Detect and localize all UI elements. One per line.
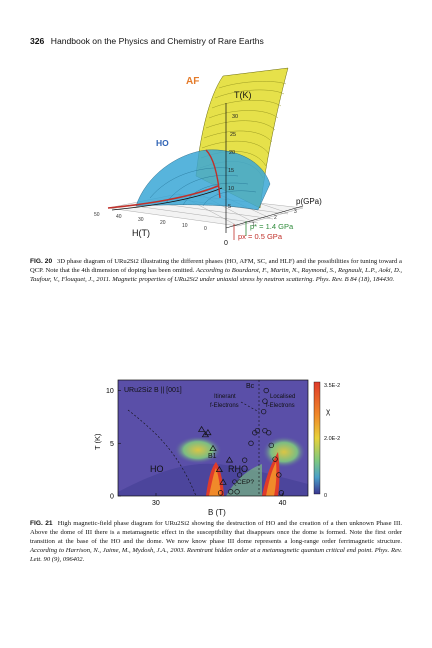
circle-marker xyxy=(272,456,278,462)
h-axis-label: H(T) xyxy=(132,228,150,238)
book-title: Handbook on the Physics and Chemistry of… xyxy=(50,36,264,46)
axes: 30 40 0 5 10 xyxy=(106,388,287,507)
qcep-label: QCEP? xyxy=(232,479,254,486)
circle-marker xyxy=(261,408,267,415)
compound-label: URu2Si2 B || [001] xyxy=(124,387,182,394)
localised-label: f-Electrons xyxy=(266,403,295,409)
itinerant-label: Itinerant xyxy=(214,394,236,400)
b1-label: B1 xyxy=(208,453,217,460)
t-tick: 25 xyxy=(230,132,236,138)
chi-label: χ xyxy=(326,407,331,416)
circle-marker xyxy=(248,440,254,446)
page-number: 326 xyxy=(30,36,45,46)
triangle-marker xyxy=(201,431,210,438)
af-label: AF xyxy=(186,76,199,87)
triangle-marker xyxy=(219,478,227,485)
circle-marker xyxy=(268,442,274,449)
t-tick: 10 xyxy=(228,186,234,192)
pressure-markers: p* = 1.4 GPa px = 0.5 GPa xyxy=(233,221,294,241)
y-tick-label: 0 xyxy=(110,494,114,501)
caption-reference: According to Harrison, N., Jaime, M., My… xyxy=(30,546,402,563)
circle-marker xyxy=(236,472,243,478)
origin-label: 0 xyxy=(224,240,228,247)
localised-label: Localised xyxy=(270,394,295,400)
h-tick: 40 xyxy=(116,214,122,220)
circle-marker xyxy=(266,430,272,436)
t-tick: 15 xyxy=(228,168,234,174)
y-tick-label: 5 xyxy=(110,441,114,448)
caption-text: 3D phase diagram of URu2Si2 illustrating… xyxy=(30,258,402,274)
pstar-label: p* = 1.4 GPa xyxy=(250,222,294,231)
circle-marker xyxy=(242,457,248,463)
rho-region-label: RHO xyxy=(228,464,248,474)
circle-marker xyxy=(262,398,268,404)
y-tick-label: 10 xyxy=(106,388,114,395)
circle-marker xyxy=(228,489,234,495)
x-tick-label: 40 xyxy=(279,500,287,507)
caption-text: High magnetic-field phase diagram for UR… xyxy=(30,520,402,545)
p-tick: 3 xyxy=(294,209,297,215)
colorbar-tick: 0 xyxy=(324,493,327,499)
ho-phase-dome xyxy=(135,149,271,211)
figure-20-3d-phase-diagram: 30 25 20 15 10 5 T(K) 50 40 30 20 10 0 H… xyxy=(94,67,322,247)
figure-21-caption: FIG. 21 High magnetic-field phase diagra… xyxy=(30,520,402,565)
h-axis: 50 40 30 20 10 0 H(T) xyxy=(94,212,207,238)
circle-marker xyxy=(278,490,285,496)
running-header: 326 Handbook on the Physics and Chemistr… xyxy=(30,36,264,46)
colorbar-tick: 3.5E-2 xyxy=(324,383,340,389)
t-tick: 20 xyxy=(229,150,235,156)
y-axis-label: T (K) xyxy=(93,433,102,450)
x-axis-label: B (T) xyxy=(208,508,226,517)
triangle-marker xyxy=(215,465,223,472)
p-axis: 1 2 3 p(GPa) 0 xyxy=(224,197,322,247)
h-tick: 0 xyxy=(204,226,207,232)
caption-reference: According to Bourdarot, F., Martin, N., … xyxy=(30,266,403,283)
t-axis-label: T(K) xyxy=(234,90,252,100)
triangle-marker xyxy=(197,425,206,432)
triangle-marker xyxy=(225,456,234,463)
caption-label: FIG. 20 xyxy=(30,258,53,265)
bc-label: Bc xyxy=(246,383,255,390)
figure-20-caption: FIG. 20 3D phase diagram of URu2Si2 illu… xyxy=(30,258,402,285)
circle-marker xyxy=(263,387,269,394)
x-tick-label: 30 xyxy=(152,500,160,507)
circle-marker xyxy=(254,427,260,434)
susceptibility-map xyxy=(118,380,308,496)
caption-label: FIG. 21 xyxy=(30,520,53,527)
t-tick: 5 xyxy=(228,204,231,210)
circle-marker xyxy=(234,489,240,495)
phase-boundary-lines xyxy=(107,149,223,211)
circle-marker xyxy=(217,490,224,496)
colorbar-tick: 2.0E-2 xyxy=(324,436,340,442)
ho-label: HO xyxy=(156,138,169,148)
p-axis-label: p(GPa) xyxy=(296,197,322,206)
triangle-marker xyxy=(209,444,217,451)
circle-marker xyxy=(276,472,282,478)
p-tick: 1 xyxy=(252,222,255,228)
data-markers xyxy=(197,387,285,496)
itinerant-label: f-Electrons xyxy=(210,403,239,409)
colorbar: 3.5E-2 2.0E-2 0 χ xyxy=(313,381,340,499)
triangle-marker xyxy=(204,429,212,436)
plot-frame xyxy=(117,379,309,497)
dashed-guides xyxy=(127,380,260,497)
ho-region-label: HO xyxy=(150,464,164,474)
h-tick: 30 xyxy=(138,217,144,223)
h-tick: 10 xyxy=(182,223,188,229)
t-tick: 30 xyxy=(232,114,238,120)
px-label: px = 0.5 GPa xyxy=(238,232,283,241)
h-tick: 20 xyxy=(160,220,166,226)
p-tick: 2 xyxy=(274,215,277,221)
h-tick: 50 xyxy=(94,212,100,218)
t-axis: 30 25 20 15 10 5 T(K) xyxy=(225,90,252,233)
